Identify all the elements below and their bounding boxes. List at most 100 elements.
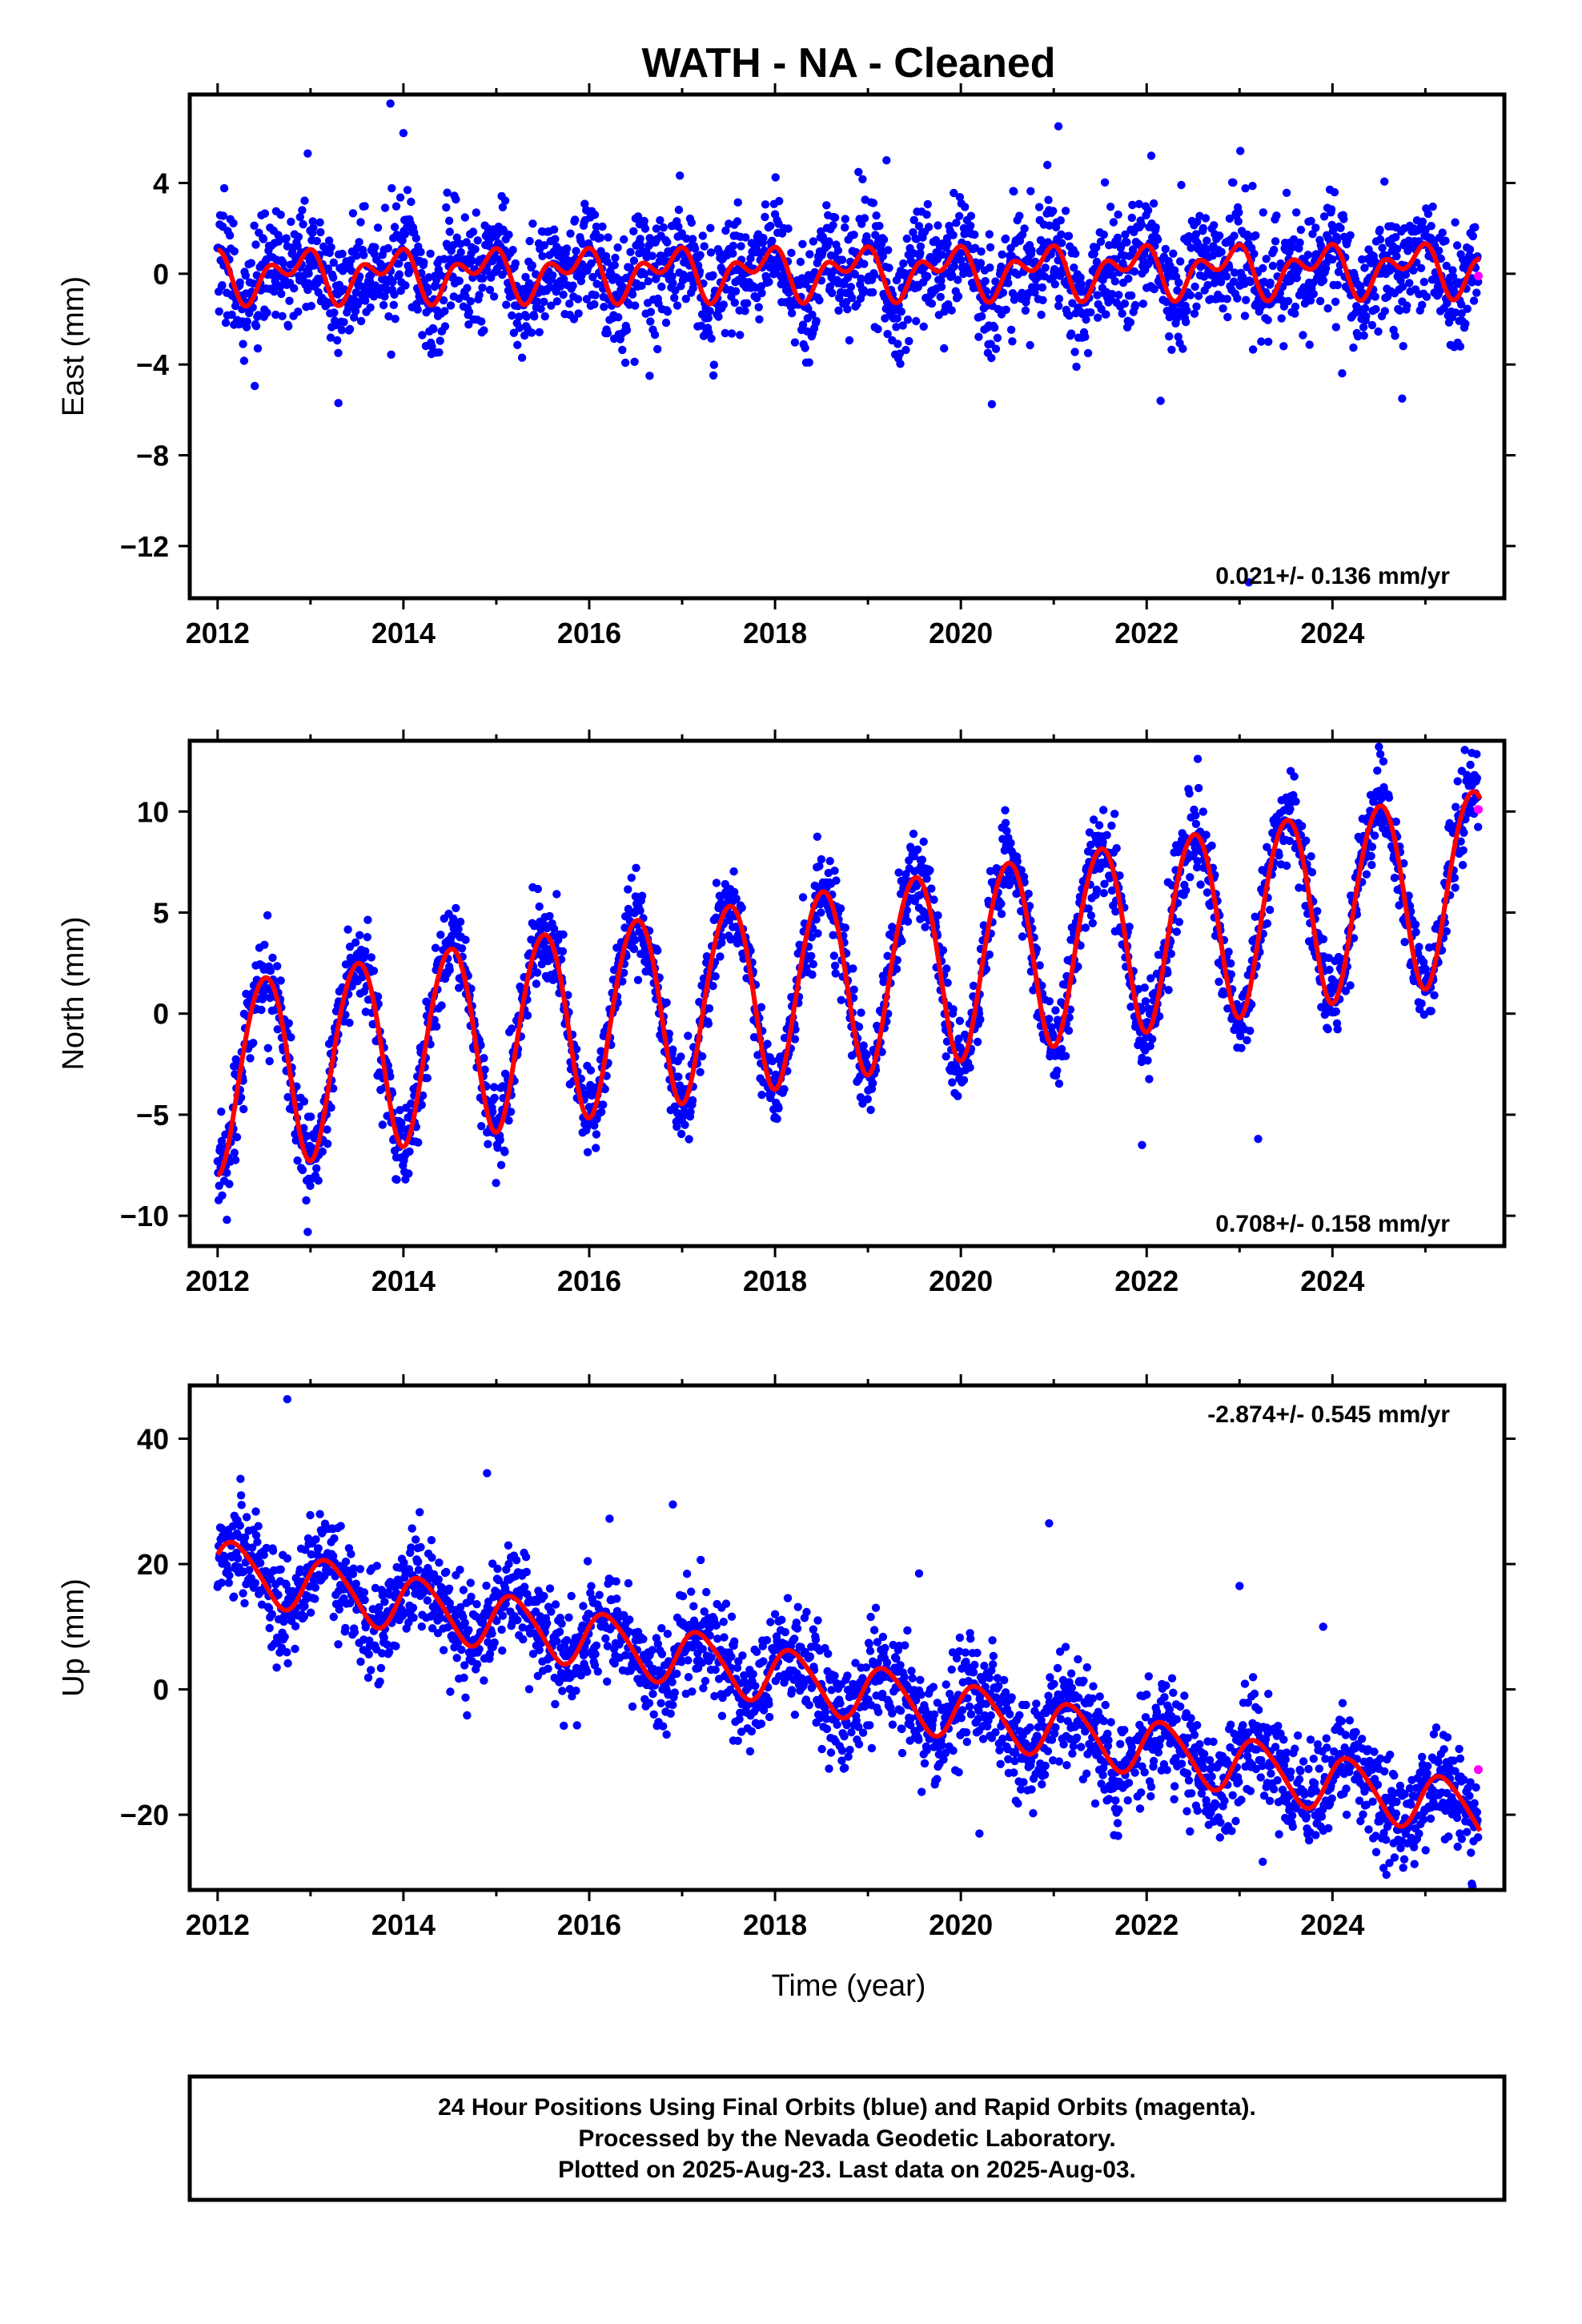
east-point bbox=[440, 255, 448, 263]
east-point bbox=[1225, 214, 1235, 223]
east-point bbox=[603, 328, 612, 338]
east-point bbox=[303, 279, 313, 287]
east-point bbox=[898, 321, 907, 330]
east-point bbox=[1201, 214, 1211, 223]
east-point bbox=[1264, 337, 1273, 346]
east-point bbox=[1020, 224, 1029, 233]
east-point bbox=[1319, 276, 1328, 285]
north-panel: 2012 2014 2016 2018 2020 2022 20241050−5−10Nor… bbox=[57, 730, 1516, 1297]
north-point bbox=[673, 1122, 681, 1132]
east-point bbox=[938, 251, 946, 259]
east-point bbox=[947, 306, 956, 315]
north-point bbox=[496, 1136, 504, 1144]
north-point bbox=[293, 1156, 302, 1165]
north-point bbox=[1411, 927, 1420, 937]
north-point bbox=[927, 884, 936, 893]
east-point bbox=[1124, 274, 1133, 283]
east-point bbox=[1239, 273, 1247, 282]
east-point bbox=[1448, 272, 1458, 281]
east-point bbox=[761, 200, 770, 209]
east-point bbox=[1308, 230, 1317, 239]
east-point bbox=[997, 262, 1006, 271]
north-point bbox=[592, 1130, 601, 1139]
north-point bbox=[314, 1176, 323, 1185]
east-point bbox=[1292, 208, 1301, 217]
east-point bbox=[857, 274, 865, 283]
east-point bbox=[387, 183, 396, 193]
north-point bbox=[774, 1104, 783, 1113]
north-point bbox=[815, 862, 824, 870]
east-point bbox=[916, 248, 925, 258]
east-point bbox=[275, 282, 285, 292]
north-point bbox=[1086, 840, 1095, 850]
north-point bbox=[1061, 1051, 1070, 1060]
east-point bbox=[520, 331, 529, 340]
east-point bbox=[327, 243, 335, 251]
east-point bbox=[400, 230, 409, 239]
north-point bbox=[345, 1019, 354, 1027]
east-outlier-point bbox=[1244, 577, 1254, 587]
east-point bbox=[380, 203, 390, 212]
east-point bbox=[805, 250, 814, 259]
north-point bbox=[239, 1104, 248, 1114]
east-point bbox=[435, 348, 444, 357]
north-point bbox=[954, 1034, 963, 1043]
east-point bbox=[1071, 249, 1080, 258]
north-point bbox=[373, 992, 383, 1001]
north-point bbox=[378, 1120, 387, 1129]
east-point bbox=[736, 331, 745, 340]
east-point bbox=[841, 215, 850, 223]
east-point bbox=[696, 251, 705, 259]
north-point bbox=[1227, 959, 1235, 968]
east-point bbox=[1292, 274, 1302, 283]
east-point bbox=[1271, 237, 1280, 246]
north-point bbox=[674, 1072, 683, 1081]
east-point bbox=[1045, 221, 1054, 230]
north-point bbox=[849, 985, 858, 995]
east-point bbox=[629, 227, 638, 235]
east-point bbox=[1339, 215, 1348, 223]
east-point bbox=[663, 238, 672, 247]
north-point bbox=[1367, 842, 1377, 851]
north-point bbox=[312, 1164, 321, 1173]
east-point bbox=[1090, 249, 1098, 259]
east-point bbox=[1303, 251, 1313, 259]
east-point bbox=[389, 300, 398, 309]
east-point bbox=[590, 211, 600, 219]
east-point bbox=[229, 219, 238, 227]
east-point bbox=[901, 345, 910, 355]
east-point bbox=[1092, 257, 1102, 267]
north-point bbox=[600, 1084, 609, 1094]
east-point bbox=[285, 296, 294, 305]
north-point bbox=[922, 875, 931, 883]
east-point bbox=[937, 276, 946, 285]
north-point bbox=[506, 1108, 516, 1116]
east-point bbox=[1191, 230, 1201, 239]
east-point bbox=[1219, 304, 1227, 313]
east-point bbox=[1203, 280, 1212, 290]
east-point bbox=[1174, 332, 1182, 341]
north-point bbox=[854, 1023, 864, 1031]
north-point bbox=[830, 961, 840, 971]
north-point bbox=[942, 964, 951, 973]
north-point bbox=[1243, 1035, 1251, 1045]
east-point bbox=[1399, 342, 1407, 351]
north-point bbox=[632, 863, 640, 873]
north-point bbox=[592, 1144, 600, 1152]
east-outlier-point bbox=[645, 372, 654, 380]
north-point bbox=[685, 1135, 693, 1144]
north-point bbox=[653, 946, 662, 955]
east-point bbox=[893, 340, 902, 348]
north-point bbox=[1045, 1015, 1054, 1023]
east-point bbox=[1054, 294, 1064, 304]
east-point bbox=[1291, 309, 1299, 318]
east-point bbox=[884, 246, 893, 255]
north-point bbox=[1367, 851, 1375, 861]
east-point bbox=[731, 287, 741, 296]
east-point bbox=[1125, 251, 1134, 260]
east-point bbox=[1114, 291, 1123, 300]
east-point bbox=[489, 292, 499, 301]
east-point bbox=[444, 216, 454, 225]
north-point bbox=[1107, 821, 1116, 830]
east-point bbox=[631, 301, 640, 310]
